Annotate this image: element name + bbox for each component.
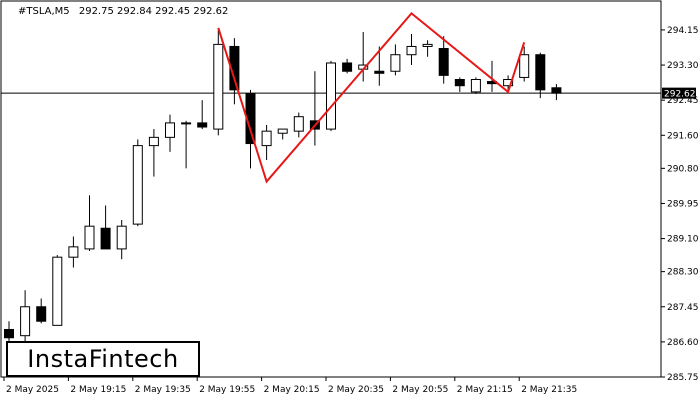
candle-body-up — [20, 306, 31, 337]
candle-body-down — [4, 328, 14, 339]
candles — [4, 29, 562, 342]
candle-body-up — [326, 62, 336, 130]
candle-body-up — [116, 225, 127, 250]
y-tick-label: 289.10 — [667, 235, 699, 245]
candle-body-up — [181, 122, 192, 125]
candle — [519, 46, 530, 82]
x-tick-label: 2 May 20:55 — [392, 385, 448, 395]
candle-body-up — [213, 43, 224, 130]
pattern-line — [217, 12, 526, 184]
x-tick-label: 2 May 20:15 — [264, 385, 320, 395]
candle — [4, 321, 14, 342]
candle-body-up — [390, 54, 401, 72]
candle-body-up — [148, 136, 159, 147]
x-tick-label: 2 May 19:55 — [199, 385, 255, 395]
candle — [213, 29, 224, 136]
candle — [374, 46, 385, 86]
x-tick-label: 2 May 21:15 — [457, 385, 513, 395]
x-tick-label: 2 May 21:35 — [521, 385, 577, 395]
candle-body-up — [84, 225, 95, 250]
x-axis: 2 May 2025 2 May 19:15 2 May 19:35 2 May 19… — [3, 377, 577, 395]
y-tick-label: 285.75 — [667, 373, 699, 383]
candle-body-down — [100, 227, 111, 250]
candle-body-down — [197, 122, 208, 128]
current-price-label: 292.62 — [664, 90, 696, 100]
candle — [438, 36, 449, 84]
candle — [326, 60, 336, 132]
candle-body-up — [52, 256, 63, 326]
candle-body-down — [36, 306, 47, 322]
y-tick-label: 286.60 — [667, 338, 699, 348]
candle — [454, 77, 465, 92]
candle — [132, 139, 143, 227]
candle-body-down — [229, 45, 240, 91]
current-price-tag: 292.62 — [662, 87, 696, 100]
candle-body-up — [68, 246, 79, 258]
candle — [36, 298, 47, 324]
candle — [148, 129, 159, 177]
candle-body-down — [438, 48, 449, 76]
candle-body-up — [165, 122, 175, 138]
logo-text: InstaFintech — [27, 345, 179, 373]
candle — [406, 34, 417, 66]
chart-header: #TSLA,M5 292.75 292.84 292.45 292.62 — [18, 6, 228, 17]
plot-area — [0, 0, 662, 378]
candle — [165, 114, 175, 152]
candle — [84, 195, 95, 251]
candle-body-up — [406, 45, 417, 56]
y-tick-label: 294.15 — [667, 26, 699, 36]
candle — [342, 58, 353, 74]
candle-body-up — [519, 54, 530, 78]
candle-body-up — [261, 130, 272, 147]
candle-body-down — [454, 79, 465, 87]
y-tick-label: 292.45 — [667, 96, 699, 106]
y-tick-label: 290.80 — [667, 164, 699, 174]
y-tick-label: 289.95 — [667, 199, 699, 209]
candle — [277, 128, 288, 140]
candle — [422, 40, 433, 57]
x-tick-label: 2 May 20:35 — [328, 385, 384, 395]
candle — [100, 205, 111, 250]
candle — [181, 120, 192, 169]
candle-body-down — [551, 87, 562, 94]
candle-body-up — [132, 145, 143, 225]
y-tick-label: 287.45 — [667, 303, 699, 313]
x-tick-label: 2 May 19:15 — [70, 385, 126, 395]
candle — [293, 112, 304, 138]
candle — [551, 84, 562, 101]
symbol-label: #TSLA,M5 — [18, 6, 70, 17]
candle — [116, 219, 127, 260]
x-tick-label: 2 May 2025 — [6, 385, 59, 395]
candle — [52, 255, 63, 326]
candle — [390, 44, 401, 76]
candle — [229, 38, 240, 105]
candle-body-up — [422, 43, 433, 47]
candle-body-up — [470, 79, 481, 93]
y-tick-label: 291.60 — [667, 131, 699, 141]
candle — [535, 52, 546, 99]
candle — [20, 290, 31, 342]
y-tick-label: 293.30 — [667, 61, 699, 71]
candle — [261, 124, 272, 161]
candle-body-down — [374, 70, 385, 74]
x-tick-label: 2 May 19:35 — [135, 385, 191, 395]
instafintech-logo: InstaFintech — [6, 341, 200, 377]
candle-body-down — [535, 54, 546, 91]
candle — [197, 100, 208, 130]
candle — [68, 236, 79, 268]
candle — [470, 77, 481, 94]
y-tick-label: 288.30 — [667, 268, 699, 278]
candle-body-up — [293, 116, 304, 132]
candle-body-up — [277, 128, 288, 134]
candle-body-up — [503, 79, 514, 87]
ohlc-values: 292.75 292.84 292.45 292.62 — [79, 6, 229, 17]
candle-body-down — [342, 62, 353, 72]
y-axis: 294.15 293.30 292.45 291.60 290.80 289.95 289.… — [661, 26, 699, 383]
